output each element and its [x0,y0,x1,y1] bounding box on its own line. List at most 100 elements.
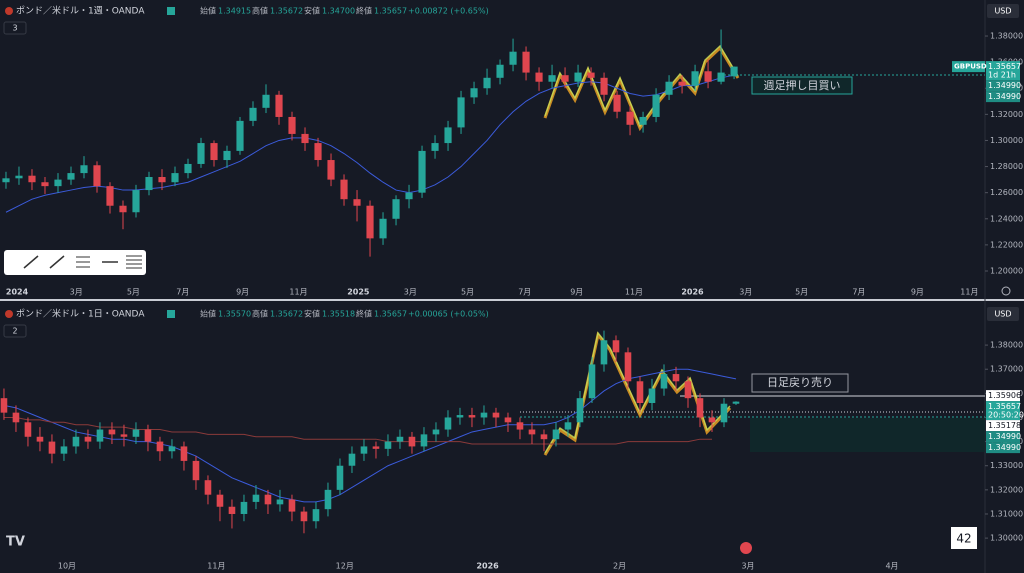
candle-body [432,429,440,435]
candle-body [197,143,205,164]
candle-body [552,429,560,440]
candle-body [0,398,8,413]
annotation-text: 週足押し目買い [764,78,841,92]
symbol-icon [5,7,13,15]
x-tick-label: 7月 [518,288,531,297]
candle-body [28,175,36,183]
candle-body [408,436,416,447]
price-tag-label: 1.34990 [988,443,1021,452]
tool-fib[interactable] [76,256,90,268]
candle-body [288,499,296,512]
candle-body [720,403,728,423]
candle-body [708,417,716,423]
candle-body [480,412,488,418]
candle-body [587,72,595,78]
moving-average [3,416,712,445]
currency-box[interactable] [987,4,1019,18]
price-tag-label: 1.35906 [988,391,1021,400]
candle-body [613,94,621,112]
candle-body [384,441,392,449]
status-icon [167,7,175,15]
annotation-box [751,373,849,393]
event-icon[interactable] [740,542,752,554]
y-tick-label: 1.30000 [990,136,1023,145]
candle-body [431,143,439,151]
candle-body [168,446,176,452]
price-tag [986,401,1020,421]
candle-body [626,111,634,125]
candle-body [210,143,218,161]
badge: 42 [956,532,971,546]
candle-body [639,116,647,125]
y-tick-label: 1.33000 [990,461,1023,470]
tool-ray[interactable] [49,255,65,269]
price-tag [986,91,1020,103]
candle-body [652,94,660,117]
study-toggle[interactable] [3,324,27,338]
price-tag [986,420,1020,432]
x-tick-label: 12月 [336,562,354,571]
price-tag-sub: 1d 21h [988,71,1016,80]
candle-body [236,120,244,151]
x-tick-label: 2月 [613,562,626,571]
candle-body [717,72,725,82]
x-tick-label: 9月 [236,288,249,297]
y-tick-label: 1.38000 [990,341,1023,350]
currency-box[interactable] [987,307,1019,321]
candle-body [564,422,572,430]
candle-body [696,398,704,418]
ohlc-label: 終値 [356,6,372,16]
ohlc-value: 1.34915 [218,7,251,16]
annotation-text: 日足戻り売り [767,376,833,389]
candle-body [120,434,128,437]
candle-body [418,150,426,193]
candle-body [204,480,212,495]
candle-body [366,205,374,239]
x-tick-label: 4月 [885,562,898,571]
x-tick-label: 9月 [570,288,583,297]
candle-body [420,434,428,447]
candle-body [483,77,491,89]
candle-body [184,163,192,174]
settings-icon[interactable] [1001,286,1011,296]
candle-body [192,460,200,481]
candle-body [665,81,673,95]
chart-title: ポンド／米ドル・1日・OANDA [16,308,145,320]
candle-body [67,173,75,180]
candle-body [144,429,152,442]
candle-body [301,133,309,144]
candle-body [522,51,530,73]
candle-body [264,494,272,505]
y-tick-label: 1.22000 [990,240,1023,249]
candle-body [312,509,320,522]
candle-body [730,66,738,77]
study-count: 3 [12,24,17,33]
currency: USD [994,7,1011,16]
x-tick-label: 11月 [960,288,978,297]
tool-trendline[interactable] [23,255,39,269]
status-icon [167,310,175,318]
candle-body [353,199,361,206]
candle-body [72,436,80,447]
tool-channel[interactable] [126,255,142,269]
candle-body [516,422,524,430]
candle-body [276,499,284,505]
x-tick-label: 3月 [70,288,83,297]
chart-title: ポンド／米ドル・1週・OANDA [16,5,145,17]
x-tick-label: 11月 [289,288,307,297]
study-toggle[interactable] [3,21,27,35]
y-tick-label: 1.26000 [990,188,1023,197]
candle-body [145,177,153,191]
drawing-zigzag [544,331,731,454]
candle-body [275,94,283,117]
candle-body [612,340,620,353]
candle-body [457,97,465,128]
candle-body [324,489,332,510]
candle-body [396,436,404,442]
candle-body [156,441,164,452]
candle-body [405,192,413,200]
price-tag-label: 1.34990 [988,92,1021,101]
x-tick-label: 7月 [176,288,189,297]
candle-body [444,417,452,430]
ohlc-label: 高値 [252,309,268,319]
